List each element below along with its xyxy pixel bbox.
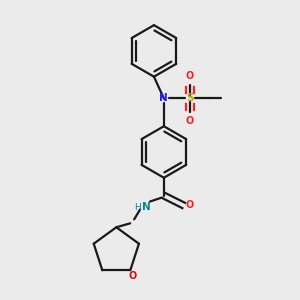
Text: H: H [134,203,140,212]
Text: S: S [186,94,194,103]
Text: N: N [160,94,168,103]
Text: O: O [185,200,194,211]
Text: O: O [128,271,136,281]
Text: O: O [185,116,194,126]
Text: N: N [142,202,150,212]
Text: O: O [185,71,194,81]
